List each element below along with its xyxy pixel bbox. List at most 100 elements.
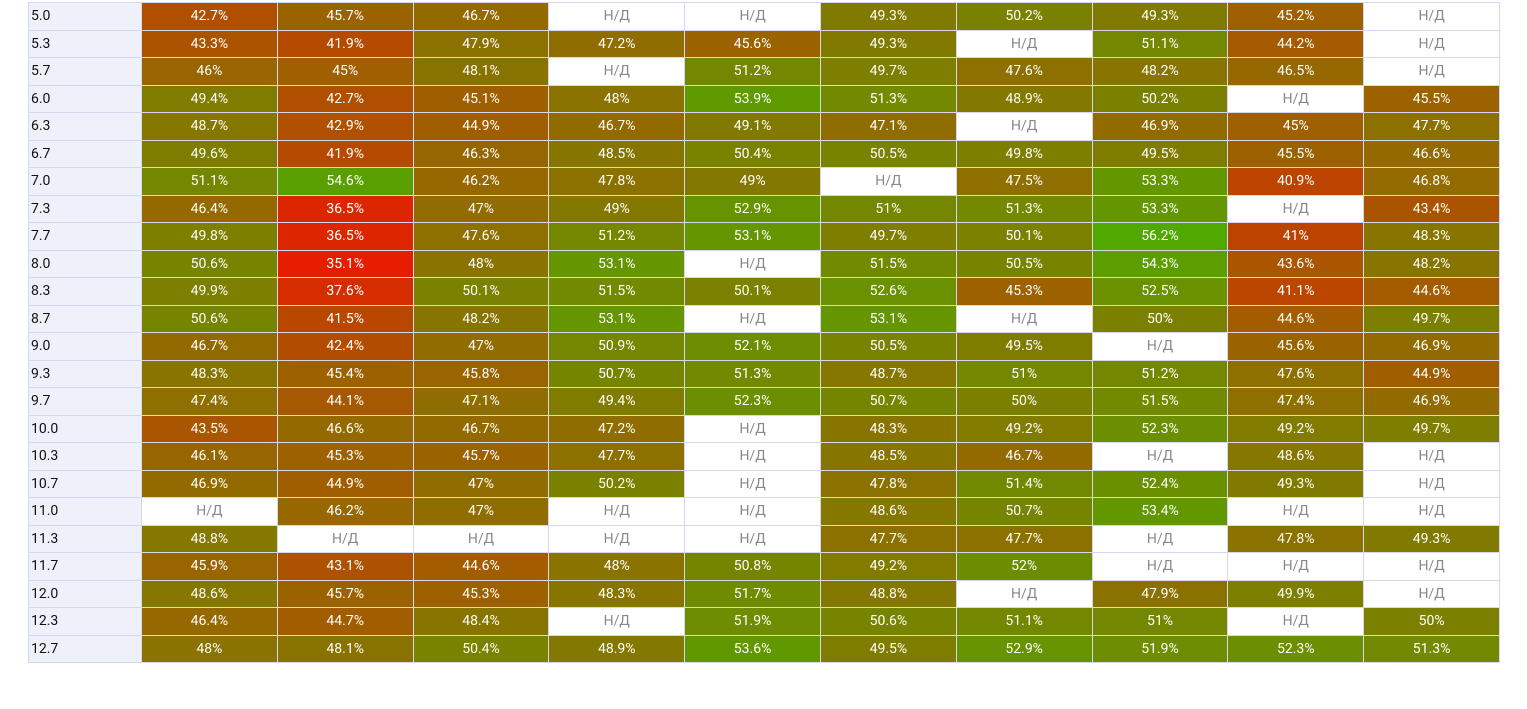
cell: 47.1% <box>819 112 957 141</box>
cell: Н/Д <box>684 304 821 333</box>
cell: 52.9% <box>955 634 1093 663</box>
cell: 44.6% <box>412 552 550 581</box>
cell: 48.3% <box>548 579 686 608</box>
cell: 48.5% <box>548 139 686 168</box>
cell: 48.2% <box>412 304 550 333</box>
row-label: 9.0 <box>28 332 142 361</box>
cell: 51.3% <box>955 194 1093 223</box>
cell: 50.2% <box>1091 84 1229 113</box>
row-label: 5.0 <box>28 2 142 31</box>
table-row: 8.0 50.6% 35.1% 48% 53.1% Н/Д 51.5% 50.5% 54.3% 4… <box>28 249 1500 278</box>
cell: 45.2% <box>1227 2 1365 31</box>
cell: 47.6% <box>955 57 1093 86</box>
cell: 48% <box>412 249 550 278</box>
cell: Н/Д <box>955 304 1093 333</box>
cell: 53.6% <box>684 634 821 663</box>
cell: 50.4% <box>684 139 821 168</box>
cell: 51% <box>819 194 957 223</box>
row-label: 12.3 <box>28 607 142 636</box>
cell: Н/Д <box>1363 552 1500 581</box>
cell: 45.6% <box>1227 332 1365 361</box>
row-label: 8.3 <box>28 277 142 306</box>
cell: 47.6% <box>412 222 550 251</box>
table-row: 12.7 48% 48.1% 50.4% 48.9% 53.6% 49.5% 52.9% 51.… <box>28 634 1500 663</box>
cell: Н/Д <box>412 524 550 553</box>
cell: 52.9% <box>684 194 821 223</box>
cell: Н/Д <box>684 442 821 471</box>
cell: 47.7% <box>955 524 1093 553</box>
cell: 44.7% <box>276 607 414 636</box>
table-row: 10.0 43.5% 46.6% 46.7% 47.2% Н/Д 48.3% 49.2% 52.… <box>28 414 1500 443</box>
row-label: 7.3 <box>28 194 142 223</box>
table-row: 11.3 48.8% Н/Д Н/Д Н/Д Н/Д 47.7% 47.7% Н/Д 47.8% 4… <box>28 524 1500 553</box>
cell: 51.3% <box>819 84 957 113</box>
cell: 45.4% <box>276 359 414 388</box>
table-row: 10.3 46.1% 45.3% 45.7% 47.7% Н/Д 48.5% 46.7% Н/Д… <box>28 442 1500 471</box>
cell: 50.6% <box>819 607 957 636</box>
cell: 41.9% <box>276 29 414 58</box>
cell: 49% <box>548 194 686 223</box>
cell: 50.7% <box>955 497 1093 526</box>
cell: 49.1% <box>684 112 821 141</box>
heatmap-table: 5.0 42.7% 45.7% 46.7% Н/Д Н/Д 49.3% 50.2% 49.3% 4… <box>28 2 1500 663</box>
cell: Н/Д <box>684 249 821 278</box>
cell: Н/Д <box>684 469 821 498</box>
row-label: 5.3 <box>28 29 142 58</box>
cell: 44.6% <box>1227 304 1365 333</box>
table-body: 5.0 42.7% 45.7% 46.7% Н/Д Н/Д 49.3% 50.2% 49.3% 4… <box>28 2 1500 663</box>
cell: 48.8% <box>141 524 278 553</box>
cell: 51.2% <box>684 57 821 86</box>
cell: 45.3% <box>276 442 414 471</box>
cell: 46.7% <box>141 332 278 361</box>
cell: 49.5% <box>1091 139 1229 168</box>
cell: Н/Д <box>819 167 957 196</box>
cell: 42.9% <box>276 112 414 141</box>
cell: 50.5% <box>819 139 957 168</box>
table-row: 8.7 50.6% 41.5% 48.2% 53.1% Н/Д 53.1% Н/Д 50% 44.… <box>28 304 1500 333</box>
cell: 49.7% <box>1363 414 1500 443</box>
table-row: 10.7 46.9% 44.9% 47% 50.2% Н/Д 47.8% 51.4% 52.4%… <box>28 469 1500 498</box>
cell: 40.9% <box>1227 167 1365 196</box>
cell: 45.9% <box>141 552 278 581</box>
cell: Н/Д <box>1227 497 1365 526</box>
row-label: 12.0 <box>28 579 142 608</box>
cell: 47% <box>412 497 550 526</box>
cell: Н/Д <box>141 497 278 526</box>
cell: 49.8% <box>955 139 1093 168</box>
cell: 45.5% <box>1227 139 1365 168</box>
cell: 51.9% <box>1091 634 1229 663</box>
cell: 49.3% <box>1227 469 1365 498</box>
cell: 49.7% <box>819 222 957 251</box>
cell: 44.6% <box>1363 277 1500 306</box>
cell: 48.5% <box>819 442 957 471</box>
cell: Н/Д <box>955 112 1093 141</box>
cell: Н/Д <box>955 29 1093 58</box>
row-label: 7.7 <box>28 222 142 251</box>
cell: 48.6% <box>819 497 957 526</box>
table-row: 12.0 48.6% 45.7% 45.3% 48.3% 51.7% 48.8% Н/Д 47.… <box>28 579 1500 608</box>
cell: 51.3% <box>684 359 821 388</box>
cell: Н/Д <box>1227 194 1365 223</box>
cell: 47.9% <box>412 29 550 58</box>
cell: Н/Д <box>548 607 686 636</box>
cell: Н/Д <box>1227 84 1365 113</box>
cell: Н/Д <box>684 497 821 526</box>
cell: 54.6% <box>276 167 414 196</box>
cell: 45.7% <box>276 2 414 31</box>
cell: 48.7% <box>819 359 957 388</box>
cell: 50.9% <box>548 332 686 361</box>
cell: 50.1% <box>955 222 1093 251</box>
cell: Н/Д <box>1363 469 1500 498</box>
cell: 48.3% <box>819 414 957 443</box>
cell: 49.2% <box>819 552 957 581</box>
cell: Н/Д <box>684 2 821 31</box>
cell: 47.4% <box>1227 387 1365 416</box>
row-label: 6.0 <box>28 84 142 113</box>
cell: 51.2% <box>548 222 686 251</box>
cell: Н/Д <box>955 579 1093 608</box>
cell: 53.1% <box>684 222 821 251</box>
cell: 43.5% <box>141 414 278 443</box>
cell: 52.5% <box>1091 277 1229 306</box>
table-row: 6.0 49.4% 42.7% 45.1% 48% 53.9% 51.3% 48.9% 50.2… <box>28 84 1500 113</box>
